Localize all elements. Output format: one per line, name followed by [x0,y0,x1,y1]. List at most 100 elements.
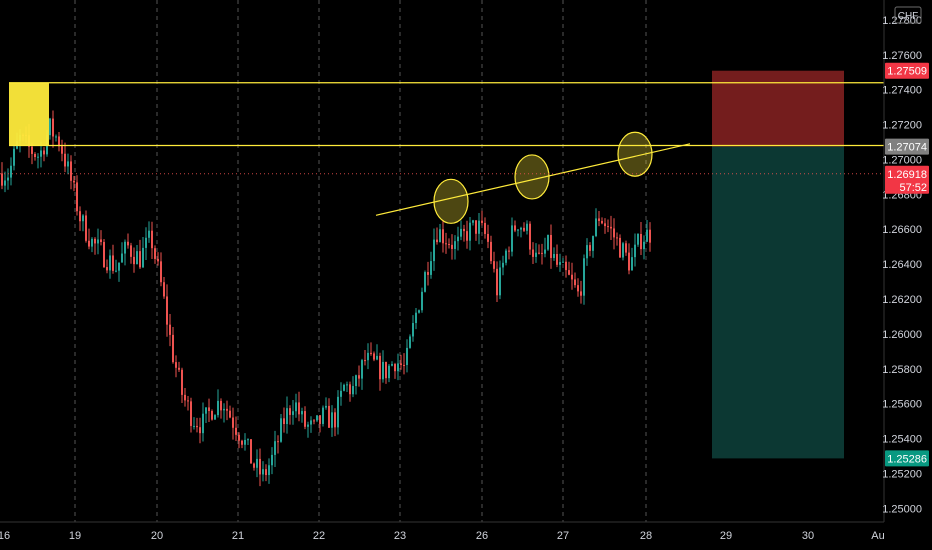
candle-body [142,247,144,268]
candle-body [64,153,66,167]
candle-body [364,360,366,362]
candle-body [73,180,75,183]
target-tag-value: 1.25286 [887,453,927,465]
candle-body [301,411,303,415]
candle-body [118,262,120,271]
candle-body [82,215,84,222]
candle-body [478,220,480,234]
candle-body [202,413,204,434]
candle-body [622,243,624,258]
candle-body [529,223,531,250]
candle-body [325,405,327,408]
y-tick-label: 1.27000 [882,154,922,166]
time-axis[interactable]: 16 19 20 21 22 23 26 27 28 29 30 Au [0,530,885,542]
candle-body [490,241,492,262]
candle-body [232,417,234,428]
candle-body [304,411,306,427]
candle-body [463,228,465,232]
candle-body [616,237,618,239]
candle-body [391,364,393,366]
candle-body [286,408,288,425]
resistance-highlight-box [9,82,49,146]
candle-body [280,418,282,442]
candle-body [31,146,33,154]
candle-body [295,402,297,412]
candle-body [634,244,636,258]
candle-body [436,239,438,243]
candle-body [277,441,279,443]
candle-body [208,407,210,412]
candle-body [472,220,474,223]
candle-body [343,384,345,391]
candle-body [646,229,648,242]
candle-body [214,415,216,420]
candle-body [568,270,570,275]
candle-body [484,222,486,234]
candle-body [193,425,195,427]
candle-body [640,233,642,250]
candle-body [313,420,315,422]
candle-body [649,229,651,243]
candle-body [328,405,330,428]
y-tick-label: 1.27600 [882,50,922,62]
candle-body [544,249,546,254]
candle-body [310,420,312,425]
candle-body [70,161,72,181]
candle-body [541,252,543,254]
candle-body [7,177,9,181]
candle-body [550,234,552,258]
candle-body [598,218,600,221]
candle-body [331,412,333,428]
y-tick-label: 1.25800 [882,364,922,376]
position-zones [712,70,844,459]
candle-body [460,228,462,237]
candle-body [226,408,228,411]
candle-body [508,250,510,252]
candle-body [49,118,51,136]
candle-body [181,369,183,395]
candle-body [547,234,549,250]
candle-body [175,362,177,368]
candle-body [256,458,258,468]
price-axis[interactable]: 1.25000 1.25200 1.25400 1.25600 1.25800 1.260… [882,15,922,515]
candle-body [514,225,516,231]
candle-body [610,226,612,229]
candle-body [289,408,291,415]
candle-body [157,258,159,262]
candle-body [379,355,381,380]
candle-body [265,469,267,476]
candle-body [559,262,561,265]
candle-body [220,400,222,411]
candle-body [283,418,285,425]
candle-body [397,363,399,372]
entry-tag-value: 1.27074 [887,142,927,154]
y-tick-label: 1.25200 [882,468,922,480]
candle-body [520,227,522,230]
candle-body [271,454,273,466]
candle-body [373,353,375,360]
candle-body [4,180,6,186]
candle-body [346,384,348,386]
candle-body [619,237,621,258]
candle-body [415,312,417,324]
candle-body [292,411,294,415]
candle-body [412,323,414,337]
candle-body [76,182,78,212]
candle-body [79,211,81,222]
x-tick-label: 26 [476,530,488,542]
x-tick-label: 22 [313,530,325,542]
candle-body [532,249,534,257]
candle-body [97,239,99,244]
y-tick-label: 1.25000 [882,503,922,515]
candle-body [244,439,246,445]
candle-body [601,220,603,224]
candle-body [166,296,168,325]
x-tick-label: 16 [0,530,10,542]
candle-body [55,136,57,138]
candle-body [199,427,201,434]
candle-body [103,242,105,268]
stop-loss-zone [712,70,844,147]
candle-body [115,270,117,272]
